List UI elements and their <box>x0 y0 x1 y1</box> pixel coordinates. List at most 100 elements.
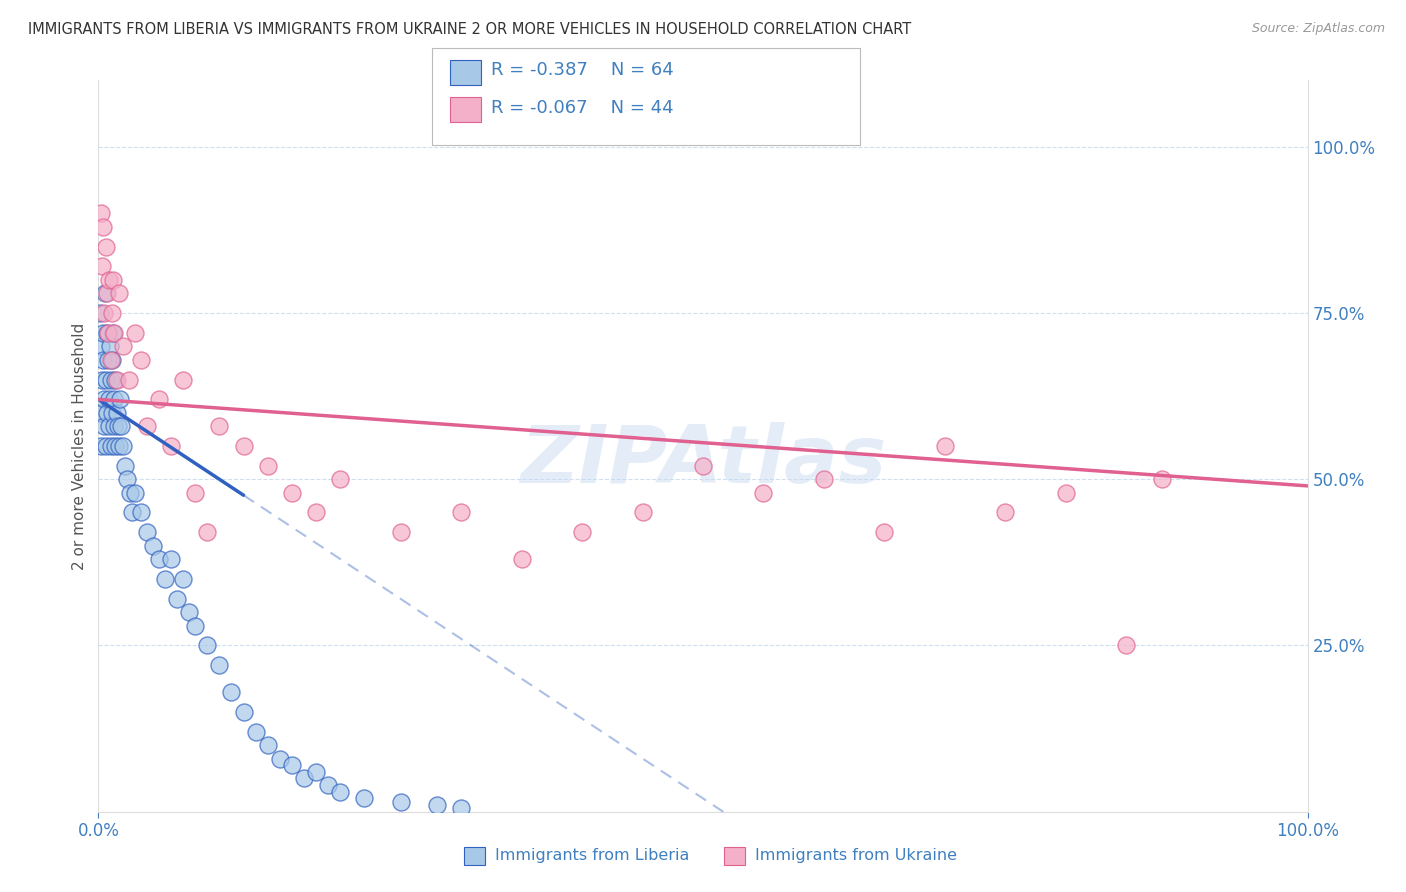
Point <box>316 778 339 792</box>
Text: Immigrants from Liberia: Immigrants from Liberia <box>495 848 689 863</box>
Point <box>571 525 593 540</box>
Text: R = -0.067    N = 44: R = -0.067 N = 44 <box>491 99 673 117</box>
Point <box>108 392 131 407</box>
Point <box>96 286 118 301</box>
Point <box>129 506 152 520</box>
Point <box>100 406 122 420</box>
Point <box>148 392 170 407</box>
Point <box>89 306 111 320</box>
Point <box>160 439 183 453</box>
Point <box>97 419 120 434</box>
Point <box>108 286 131 301</box>
Point <box>118 485 141 500</box>
Point <box>329 472 352 486</box>
Point <box>256 458 278 473</box>
Point <box>873 525 896 540</box>
Point <box>153 572 176 586</box>
Point <box>100 372 122 386</box>
Point <box>934 439 956 453</box>
Point <box>93 392 115 407</box>
Point <box>101 352 124 367</box>
Point <box>96 372 118 386</box>
Point <box>232 439 254 453</box>
Point <box>305 506 328 520</box>
Point <box>118 372 141 386</box>
Point <box>104 372 127 386</box>
Point <box>195 639 218 653</box>
Point <box>135 525 157 540</box>
Text: IMMIGRANTS FROM LIBERIA VS IMMIGRANTS FROM UKRAINE 2 OR MORE VEHICLES IN HOUSEHO: IMMIGRANTS FROM LIBERIA VS IMMIGRANTS FR… <box>28 22 911 37</box>
Point <box>692 458 714 473</box>
Point <box>91 372 114 386</box>
Point <box>184 485 207 500</box>
Point <box>135 419 157 434</box>
Point <box>97 326 120 340</box>
Point <box>389 525 412 540</box>
Point <box>269 751 291 765</box>
Point <box>221 685 243 699</box>
Point <box>101 273 124 287</box>
Point <box>232 705 254 719</box>
Point <box>124 326 146 340</box>
Point <box>813 472 835 486</box>
Point <box>98 339 121 353</box>
Point <box>111 339 134 353</box>
Point <box>93 419 115 434</box>
Point <box>103 326 125 340</box>
Point <box>160 552 183 566</box>
Point <box>195 525 218 540</box>
Point <box>96 406 118 420</box>
Point <box>129 352 152 367</box>
Point <box>281 758 304 772</box>
Point <box>752 485 775 500</box>
Point <box>91 352 114 367</box>
Point <box>117 472 139 486</box>
Point <box>91 260 114 274</box>
Point <box>94 439 117 453</box>
Y-axis label: 2 or more Vehicles in Household: 2 or more Vehicles in Household <box>72 322 87 570</box>
Point <box>114 458 136 473</box>
Point <box>98 392 121 407</box>
Point <box>96 326 118 340</box>
Point <box>179 605 201 619</box>
Point <box>94 286 117 301</box>
Point <box>1054 485 1077 500</box>
Point <box>121 506 143 520</box>
Point <box>148 552 170 566</box>
Point <box>1152 472 1174 486</box>
Point <box>97 352 120 367</box>
Point <box>103 419 125 434</box>
Point <box>91 326 114 340</box>
Point <box>256 738 278 752</box>
Point <box>389 795 412 809</box>
Point <box>89 406 111 420</box>
Point <box>90 339 112 353</box>
Text: R = -0.387    N = 64: R = -0.387 N = 64 <box>491 62 673 79</box>
Point <box>100 439 122 453</box>
Point <box>104 439 127 453</box>
Point <box>107 419 129 434</box>
Point <box>172 372 194 386</box>
Point <box>305 764 328 779</box>
Point <box>450 506 472 520</box>
Point <box>292 772 315 786</box>
Point <box>184 618 207 632</box>
Point <box>172 572 194 586</box>
Point <box>510 552 533 566</box>
Point <box>105 372 128 386</box>
Point <box>100 352 122 367</box>
Point <box>100 306 122 320</box>
Point <box>98 273 121 287</box>
Text: ZIPAtlas: ZIPAtlas <box>520 422 886 500</box>
Point <box>994 506 1017 520</box>
Point <box>91 219 114 234</box>
Text: Source: ZipAtlas.com: Source: ZipAtlas.com <box>1251 22 1385 36</box>
Point <box>450 801 472 815</box>
Point <box>329 785 352 799</box>
Point <box>166 591 188 606</box>
Point <box>281 485 304 500</box>
Point <box>101 326 124 340</box>
Text: Immigrants from Ukraine: Immigrants from Ukraine <box>755 848 957 863</box>
Point <box>111 439 134 453</box>
Point <box>124 485 146 500</box>
